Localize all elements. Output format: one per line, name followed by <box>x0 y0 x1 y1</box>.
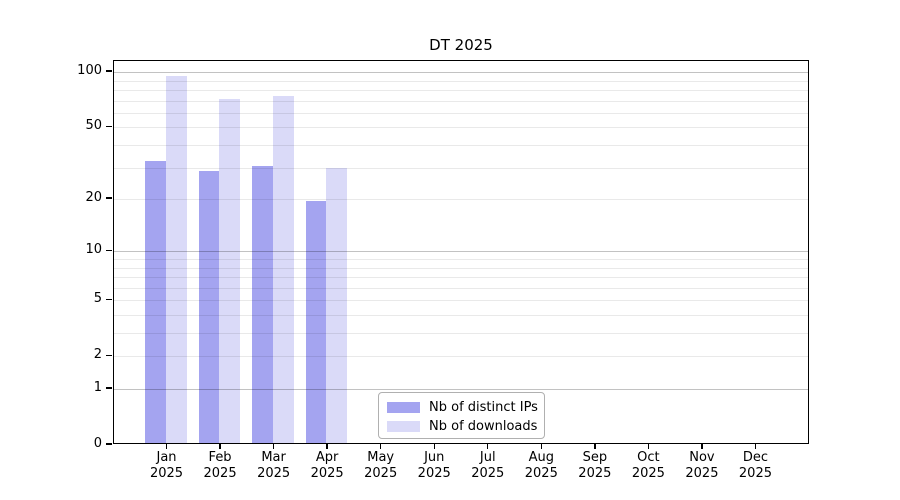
y-tick-mark-20 <box>106 197 112 199</box>
legend-row-downloads: Nb of downloads <box>379 417 544 436</box>
x-tick-mark-jun <box>433 444 435 449</box>
x-tick-year-sep: 2025 <box>578 466 612 481</box>
x-tick-label-nov: Nov 2025 <box>685 450 719 481</box>
y-tick-label-10: 10 <box>85 242 102 258</box>
x-tick-mark-aug <box>540 444 542 449</box>
y-tick-mark-0 <box>106 443 112 445</box>
x-tick-year-feb: 2025 <box>203 466 237 481</box>
y-tick-label-1: 1 <box>93 380 102 395</box>
legend-swatch-distinct-ips <box>387 402 420 413</box>
x-tick-label-jul: Jul 2025 <box>471 450 505 481</box>
y-tick-mark-1 <box>106 387 112 389</box>
x-tick-mark-jan <box>165 444 168 449</box>
x-tick-mark-apr <box>326 444 328 449</box>
x-tick-label-sep: Sep 2025 <box>578 450 612 481</box>
y-tick-label-100: 100 <box>77 63 102 79</box>
bar-nb-of-downloads-jan <box>165 76 187 443</box>
bar-nb-of-downloads-feb <box>219 98 241 443</box>
x-tick-label-jun: Jun 2025 <box>417 450 451 481</box>
bar-nb-of-downloads-apr <box>326 168 348 443</box>
legend-label-distinct-ips: Nb of distinct IPs <box>429 400 538 415</box>
x-tick-year-nov: 2025 <box>685 466 719 481</box>
x-tick-year-apr: 2025 <box>310 466 344 481</box>
x-tick-mark-may <box>379 444 382 449</box>
y-tick-label-50: 50 <box>85 118 102 134</box>
y-tick-label-20: 20 <box>85 190 102 206</box>
x-tick-mark-jul <box>487 444 489 449</box>
x-tick-year-oct: 2025 <box>631 466 665 481</box>
y-tick-label-5: 5 <box>93 291 102 307</box>
x-tick-label-jan: Jan 2025 <box>149 450 184 481</box>
x-tick-year-jul: 2025 <box>471 466 505 481</box>
y-tick-label-2: 2 <box>93 347 102 363</box>
x-tick-label-aug: Aug 2025 <box>524 450 558 481</box>
x-tick-label-may: May 2025 <box>364 450 398 481</box>
x-tick-mark-nov <box>701 444 703 449</box>
x-tick-year-dec: 2025 <box>738 466 772 481</box>
bar-nb-of-distinct-ips-jan <box>145 160 166 443</box>
bar-nb-of-downloads-mar <box>272 96 294 443</box>
bar-nb-of-distinct-ips-feb <box>198 171 220 443</box>
legend-swatch-downloads <box>387 421 420 432</box>
x-tick-year-mar: 2025 <box>257 466 291 481</box>
x-tick-label-feb: Feb 2025 <box>203 450 237 481</box>
y-tick-mark-10 <box>106 249 112 251</box>
x-tick-mark-feb <box>219 444 221 449</box>
plot-area: Nb of distinct IPs Nb of downloads <box>113 60 809 444</box>
bar-nb-of-distinct-ips-mar <box>252 165 273 443</box>
x-tick-year-may: 2025 <box>364 466 398 481</box>
chart-title: DT 2025 <box>429 36 493 54</box>
bars-layer <box>114 61 808 443</box>
y-tick-mark-100 <box>106 70 112 72</box>
x-tick-mark-mar <box>272 444 275 449</box>
x-tick-mark-oct <box>647 444 650 449</box>
x-tick-label-apr: Apr 2025 <box>310 450 344 481</box>
x-tick-label-dec: Dec 2025 <box>738 450 772 481</box>
x-tick-year-aug: 2025 <box>524 466 558 481</box>
x-tick-year-jun: 2025 <box>417 466 451 481</box>
y-tick-label-0: 0 <box>93 436 102 451</box>
legend-label-downloads: Nb of downloads <box>429 419 538 434</box>
x-tick-label-oct: Oct 2025 <box>631 450 665 481</box>
y-tick-mark-5 <box>106 298 112 300</box>
x-tick-label-mar: Mar 2025 <box>257 450 291 481</box>
legend: Nb of distinct IPs Nb of downloads <box>378 392 545 439</box>
bar-nb-of-distinct-ips-apr <box>305 201 327 443</box>
x-tick-mark-sep <box>594 444 596 449</box>
x-tick-year-jan: 2025 <box>149 466 184 481</box>
legend-row-distinct-ips: Nb of distinct IPs <box>379 398 544 417</box>
y-tick-mark-2 <box>106 354 112 356</box>
x-tick-mark-dec <box>754 444 757 449</box>
y-tick-mark-50 <box>106 125 112 128</box>
